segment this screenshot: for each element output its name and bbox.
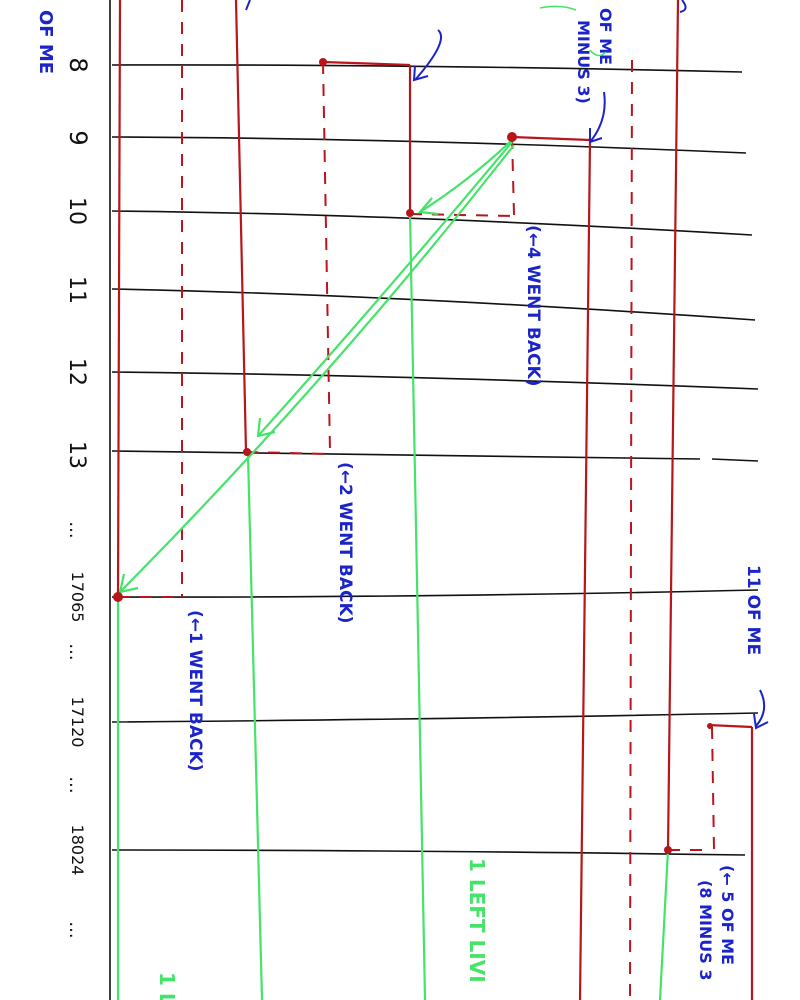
axis-label-13: 13 (64, 441, 89, 469)
dot-17120 (707, 723, 713, 729)
note-left-living: 1 LEFT LIVI (465, 858, 489, 983)
note-top-left: OF ME (35, 10, 56, 74)
red-line-2 (234, 0, 248, 453)
green-line-2 (246, 454, 264, 1000)
pointer-top-left (245, 0, 251, 11)
red-timelines (116, 0, 754, 1000)
gridline-17065 (111, 589, 759, 598)
pointer-to-line-3 (414, 29, 443, 81)
axis-label-11: 11 (64, 276, 89, 304)
gridline-13-tail (711, 458, 759, 462)
red-dash-4 (629, 59, 633, 1000)
dot-9 (507, 132, 517, 142)
gridline-9 (111, 136, 747, 154)
green-squiggle (539, 5, 607, 57)
axis-label-ellipsis-3: ... (65, 776, 86, 793)
arrow-to-10-head (417, 197, 439, 216)
arrow-to-17065-head (118, 573, 139, 594)
red-dashed-timelines (118, 0, 715, 1000)
axis-label-18024: 18024 (68, 825, 87, 876)
gridline-11 (111, 288, 756, 321)
axis-label-ellipsis-4: ... (65, 921, 86, 938)
axis-labels: 8 9 10 11 12 13 ... 17065 ... 17120 ... … (64, 57, 92, 938)
red-dash-2 (322, 61, 331, 453)
gridline-12 (111, 371, 759, 390)
pointer-to-line-6-head (753, 713, 769, 730)
arrow-to-17065 (119, 144, 515, 593)
axis-label-9: 9 (64, 130, 92, 145)
gridline-17120 (111, 712, 759, 723)
green-travel-arrows (118, 139, 515, 594)
green-timelines (116, 212, 670, 1000)
axis-label-8: 8 (64, 57, 92, 72)
dot-10 (406, 209, 414, 217)
red-line-5 (666, 0, 680, 851)
time-gridlines (111, 64, 759, 856)
axis-label-17120: 17120 (68, 697, 87, 748)
note-top-right-2: MINUS 3) (574, 20, 593, 104)
red-line-1 (116, 0, 122, 598)
gridline-13 (111, 450, 701, 460)
red-line-4-top (511, 135, 591, 142)
axis-label-12: 12 (64, 358, 89, 386)
red-dash-5 (711, 726, 715, 851)
axis-label-ellipsis-1: ... (65, 521, 86, 538)
pointer-to-line-4 (589, 91, 606, 143)
note-went-back-1: (←1 WENT BACK) (185, 610, 205, 771)
axis-label-17065: 17065 (68, 572, 87, 623)
red-dash-h-2 (245, 451, 331, 455)
dot-13 (243, 448, 251, 456)
axis-label-ellipsis-2: ... (65, 643, 86, 660)
green-line-4 (658, 849, 670, 1000)
dot-17065 (113, 592, 123, 602)
note-went-back-4: (←4 WENT BACK) (523, 225, 543, 386)
red-line-6-top (707, 723, 753, 729)
note-left-bottom: 1 L (155, 972, 179, 1000)
note-top-right-1: OF ME (596, 8, 615, 65)
axis-label-10: 10 (64, 197, 89, 225)
annotations: OF ME OF ME MINUS 3) (←4 WENT BACK) (←2 … (35, 8, 763, 1000)
red-line-4 (578, 139, 592, 1000)
pointer-top-right (679, 0, 687, 13)
gridline-18024 (111, 849, 746, 856)
green-line-3 (408, 212, 427, 1000)
junction-dots (113, 58, 713, 854)
red-line-3-top (322, 60, 411, 67)
pointer-to-line-6 (755, 689, 766, 727)
dot-18024 (664, 846, 672, 854)
gridline-8 (111, 64, 743, 73)
pointer-to-line-3-head (412, 65, 429, 82)
pointer-to-line-4-head (589, 128, 603, 144)
gridline-10 (111, 210, 753, 236)
note-went-back-2: (←2 WENT BACK) (335, 462, 355, 623)
dot-8 (319, 58, 327, 66)
red-dash-h-3 (409, 213, 515, 217)
note-eleven-of-me: 11 OF ME (743, 565, 763, 655)
arrow-to-13 (257, 141, 513, 437)
arrow-to-10 (419, 139, 513, 213)
blue-pointers (245, 0, 769, 730)
note-five-of-me-2: (8 MINUS 3 (696, 880, 715, 981)
note-five-of-me-1: (← 5 OF ME (718, 865, 737, 965)
